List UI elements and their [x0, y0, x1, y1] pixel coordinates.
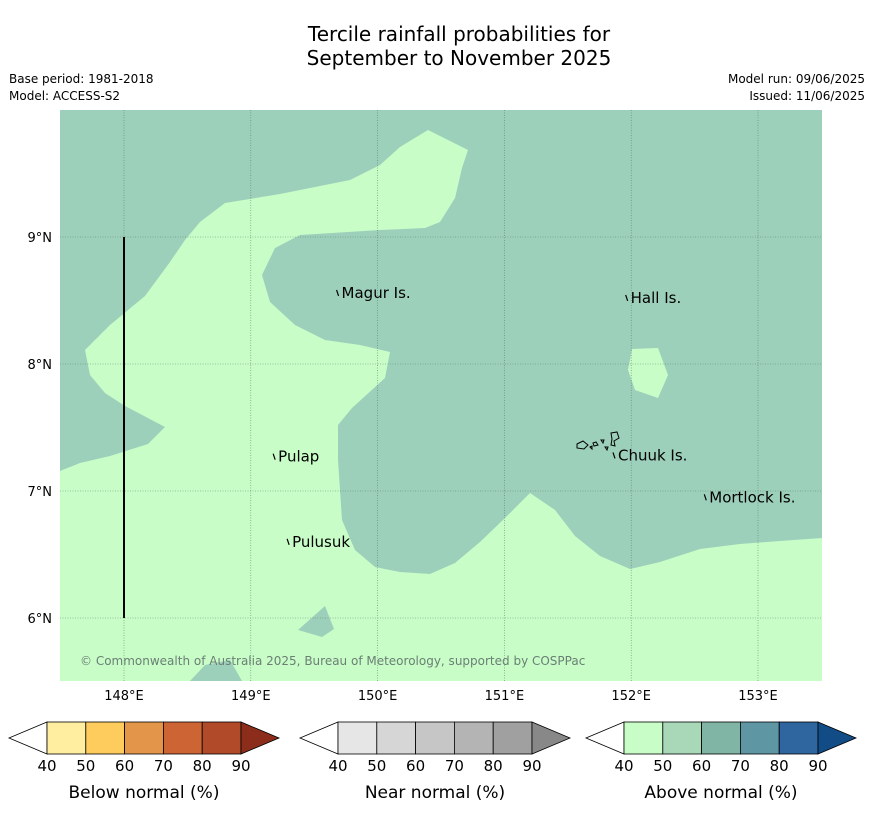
region-40-50-hall: [628, 348, 668, 398]
colorbar-segment: [415, 721, 455, 755]
model-run: Model run: 09/06/2025: [727, 72, 865, 86]
map-area: Magur Is. Hall Is. Pulap Chuuk Is. Mortlock …: [60, 110, 822, 681]
meta-right: Model run: 09/06/2025 Issued: 11/06/2025: [728, 71, 865, 105]
colorbar-segment: [740, 721, 780, 755]
island-marker: [286, 538, 290, 545]
colorbar-segment: [201, 721, 242, 755]
x-tick-label: 150°E: [358, 689, 398, 704]
colorbar-segment: [453, 721, 494, 755]
colorbar-segment: [701, 721, 741, 755]
model-name: Model: ACCESS-S2: [9, 89, 121, 103]
colorbar-max-arrow: [817, 721, 858, 755]
island-marker: [625, 294, 629, 302]
x-tick-label: 151°E: [485, 689, 525, 704]
title-line-1: Tercile rainfall probabilities for: [307, 22, 611, 46]
issued-date: Issued: 11/06/2025: [749, 89, 865, 103]
colorbar-segment: [46, 721, 87, 755]
colorbar-tick-label: 60: [406, 757, 425, 775]
colorbar-segment: [162, 721, 203, 755]
base-period: Base period: 1981-2018: [9, 72, 154, 86]
colorbar-tick-label: 90: [808, 757, 827, 775]
colorbar-tick-label: 90: [231, 757, 250, 775]
x-tick-label: 148°E: [104, 689, 144, 704]
colorbar-tick-label: 60: [692, 757, 711, 775]
colorbar-3: 40 50 60 70 80 90 Above normal (%): [584, 721, 858, 803]
colorbar-min-arrow: [584, 721, 625, 755]
colorbar-title: Above normal (%): [644, 783, 797, 803]
region-50-60-south-a: [298, 606, 334, 637]
colorbars: 40 50 60 70 80 90 Below normal (%) 40 50 60 70 80 90…: [7, 721, 858, 803]
colorbar-tick-label: 40: [614, 757, 633, 775]
colorbar-tick-label: 90: [522, 757, 541, 775]
colorbar-min-arrow: [7, 721, 48, 755]
place-label: Magur Is.: [342, 284, 411, 302]
colorbar-min-arrow: [298, 721, 339, 755]
place-label: Hall Is.: [631, 289, 682, 307]
chuuk-islands-outline: [576, 431, 620, 452]
colorbar-segment: [85, 721, 126, 755]
colorbar-segment: [623, 721, 664, 755]
island-marker: [335, 289, 340, 297]
y-tick-label: 8°N: [28, 358, 53, 373]
place-label: Pulusuk: [292, 533, 350, 551]
y-tick-label: 9°N: [28, 231, 53, 246]
place-label: Chuuk Is.: [618, 446, 687, 464]
title-line-2: September to November 2025: [306, 46, 612, 70]
colorbar-title: Near normal (%): [365, 783, 505, 803]
colorbar-tick-label: 40: [37, 757, 56, 775]
colorbar-title: Below normal (%): [69, 783, 220, 803]
colorbar-tick-label: 60: [115, 757, 134, 775]
colorbar-tick-label: 50: [367, 757, 386, 775]
colorbar-tick-label: 40: [328, 757, 347, 775]
island-marker: [272, 453, 276, 460]
x-tick-label: 149°E: [231, 689, 271, 704]
colorbar-segment: [376, 721, 416, 755]
colorbar-tick-label: 50: [76, 757, 95, 775]
colorbar-tick-label: 80: [193, 757, 212, 775]
place-labels: Magur Is. Hall Is. Pulap Chuuk Is. Mortlock …: [272, 284, 796, 551]
copyright-text: © Commonwealth of Australia 2025, Bureau…: [80, 654, 585, 668]
colorbar-tick-label: 50: [653, 757, 672, 775]
colorbar-2: 40 50 60 70 80 90 Near normal (%): [298, 721, 572, 803]
place-label: Pulap: [278, 448, 319, 466]
colorbar-max-arrow: [240, 721, 281, 755]
colorbar-tick-label: 80: [770, 757, 789, 775]
colorbar-tick-label: 70: [445, 757, 464, 775]
colorbar-segment: [492, 721, 533, 755]
colorbar-tick-label: 80: [484, 757, 503, 775]
colorbar-tick-label: 70: [731, 757, 750, 775]
place-label: Mortlock Is.: [709, 488, 795, 506]
colorbar-max-arrow: [531, 721, 572, 755]
colorbar-1: 40 50 60 70 80 90 Below normal (%): [7, 721, 281, 803]
x-tick-label: 152°E: [611, 689, 651, 704]
colorbar-segment: [778, 721, 819, 755]
axis-ticks: 148°E 149°E 150°E 151°E 152°E 153°E 9°N 8°N 7°N 6…: [28, 231, 778, 704]
colorbar-tick-label: 70: [154, 757, 173, 775]
y-tick-label: 7°N: [28, 485, 53, 500]
x-tick-label: 153°E: [738, 689, 778, 704]
island-marker: [703, 494, 707, 501]
colorbar-segment: [337, 721, 378, 755]
map-title: Tercile rainfall probabilities for Septe…: [0, 22, 873, 70]
island-marker: [612, 452, 616, 459]
colorbar-segment: [662, 721, 702, 755]
y-tick-label: 6°N: [28, 612, 53, 627]
meta-left: Base period: 1981-2018 Model: ACCESS-S2: [9, 71, 154, 105]
region-50-60-south-b: [190, 660, 242, 681]
colorbar-segment: [124, 721, 164, 755]
